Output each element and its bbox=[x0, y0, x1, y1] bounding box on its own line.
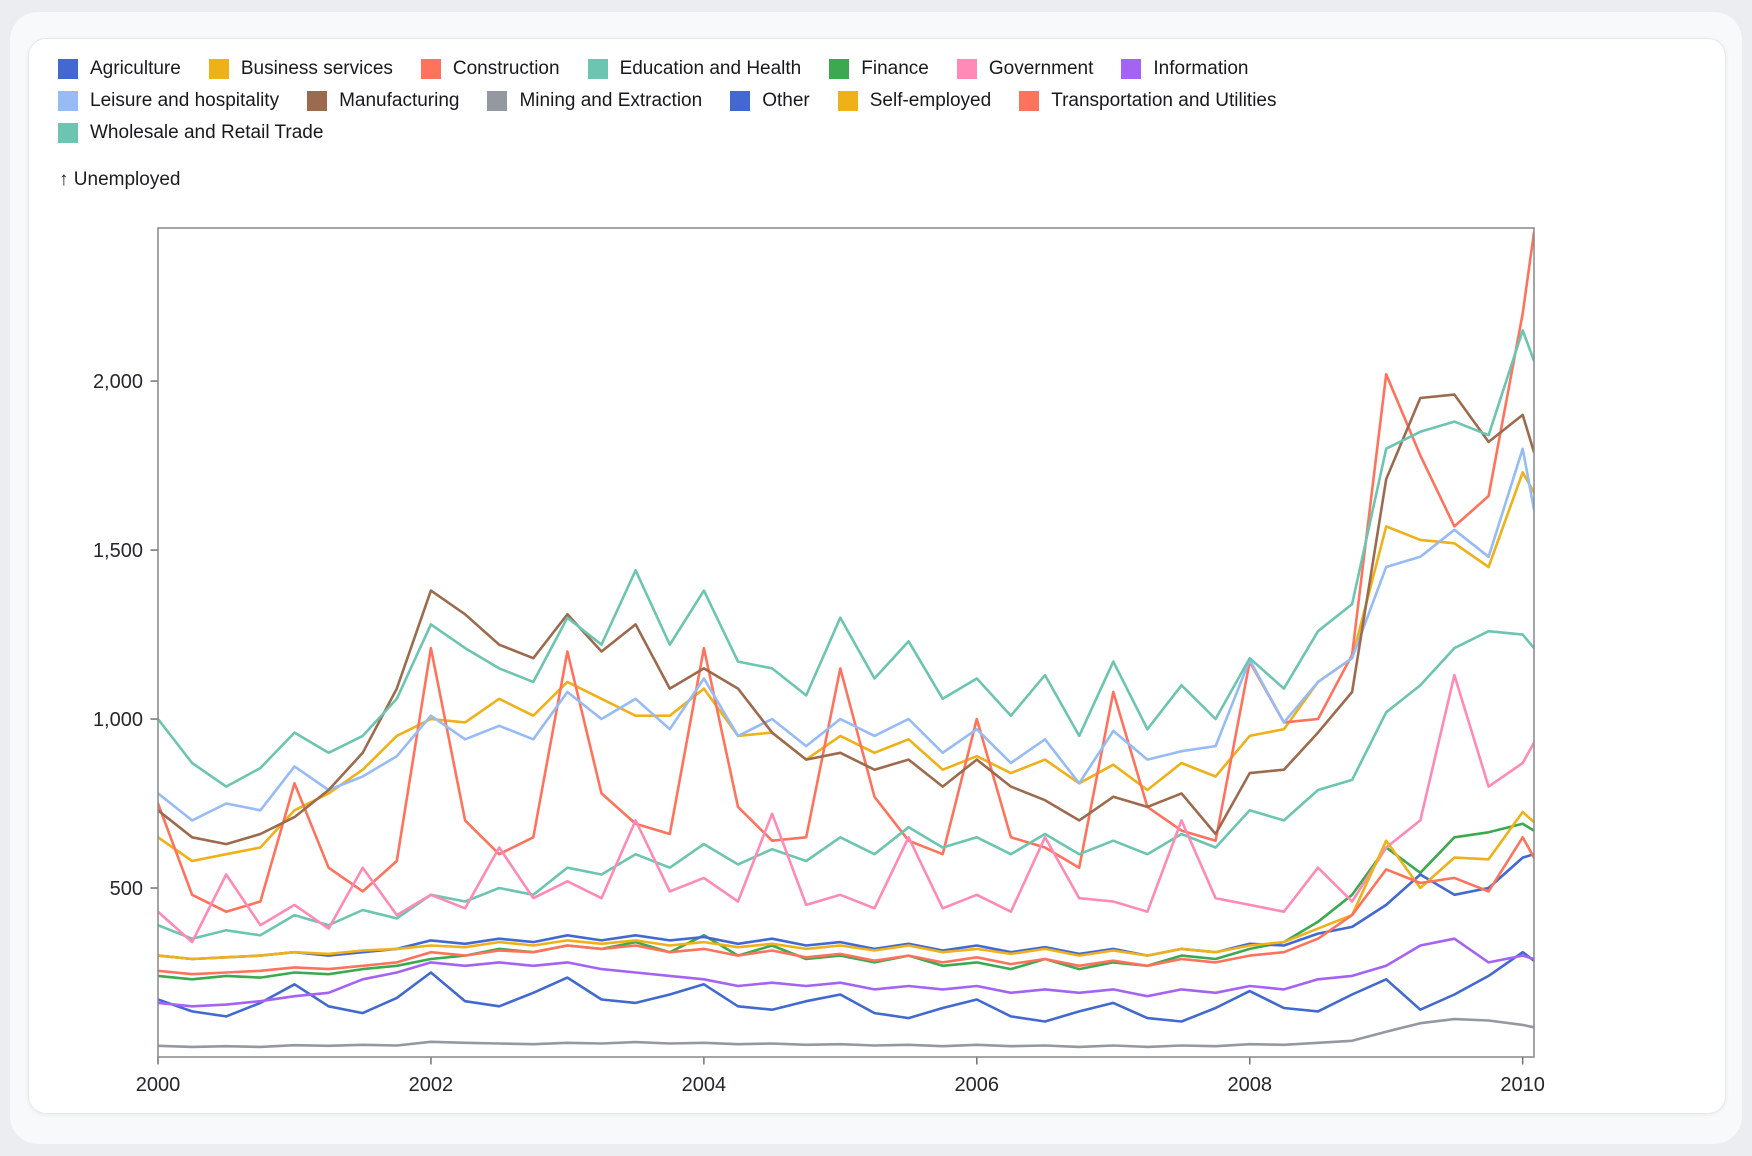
y-axis-title: ↑ Unemployed bbox=[59, 169, 181, 190]
legend-item-transportation-and-utilities: Transportation and Utilities bbox=[1019, 91, 1276, 111]
legend-swatch-icon bbox=[829, 59, 850, 79]
plot-frame bbox=[157, 227, 1535, 1058]
legend-item-information: Information bbox=[1121, 59, 1248, 79]
legend-item-label: Mining and Extraction bbox=[519, 90, 703, 111]
x-axis-tick-label: 2004 bbox=[682, 1074, 727, 1096]
legend-item-label: Leisure and hospitality bbox=[90, 90, 280, 111]
x-axis-tick-label: 2000 bbox=[136, 1074, 181, 1096]
legend-item-label: Construction bbox=[452, 58, 560, 79]
legend-item-finance: Finance bbox=[829, 59, 929, 79]
y-axis-tick-label: 1,500 bbox=[93, 540, 143, 562]
legend-swatch-icon bbox=[587, 59, 608, 79]
legend-item-label: Other bbox=[762, 90, 810, 111]
line-agriculture bbox=[158, 950, 1534, 1023]
legend-item-wholesale-and-retail-trade: Wholesale and Retail Trade bbox=[58, 123, 323, 143]
x-axis-tick-label: 2008 bbox=[1227, 1074, 1272, 1096]
legend-swatch-icon bbox=[487, 91, 508, 111]
legend-item-manufacturing: Manufacturing bbox=[307, 91, 459, 111]
legend-swatch-icon bbox=[208, 59, 229, 79]
legend-item-education-and-health: Education and Health bbox=[587, 58, 802, 79]
legend-item-leisure-and-hospitality: Leisure and hospitality bbox=[58, 91, 279, 111]
chart-legend: Agriculture Business services Construction… bbox=[58, 59, 1696, 143]
legend-item-other: Other bbox=[730, 91, 810, 111]
y-axis-tick-label: 500 bbox=[110, 878, 143, 900]
line-education-and-health bbox=[158, 629, 1534, 941]
line-finance bbox=[158, 822, 1534, 981]
legend-row: Agriculture Business services Construction… bbox=[58, 59, 1696, 79]
line-manufacturing bbox=[158, 393, 1534, 846]
line-government bbox=[158, 673, 1534, 944]
line-mining-and-extraction bbox=[158, 1017, 1534, 1049]
legend-item-construction: Construction bbox=[420, 58, 560, 79]
line-self-employed bbox=[158, 810, 1534, 961]
legend-item-label: Transportation and Utilities bbox=[1051, 90, 1277, 111]
legend-item-label: Government bbox=[988, 58, 1094, 79]
legend-item-label: Business services bbox=[240, 58, 393, 79]
legend-item-label: Information bbox=[1153, 58, 1249, 79]
legend-item-mining-and-extraction: Mining and Extraction bbox=[487, 91, 702, 111]
line-construction bbox=[158, 231, 1534, 914]
legend-item-self-employed: Self-employed bbox=[837, 90, 992, 111]
legend-swatch-icon bbox=[1121, 59, 1142, 79]
x-axis-tick-label: 2010 bbox=[1500, 1074, 1545, 1096]
y-axis-tick-label: 2,000 bbox=[93, 371, 143, 393]
y-axis-tick-label: 1,000 bbox=[93, 709, 143, 731]
line-information bbox=[158, 937, 1534, 1008]
legend-item-label: Finance bbox=[861, 58, 929, 79]
legend-item-government: Government bbox=[956, 58, 1094, 79]
legend-item-label: Education and Health bbox=[619, 58, 802, 79]
legend-row: Leisure and hospitality Manufacturing Mini… bbox=[58, 91, 1696, 111]
legend-item-label: Wholesale and Retail Trade bbox=[90, 122, 324, 143]
line-transportation-and-utilities bbox=[158, 835, 1534, 976]
legend-swatch-icon bbox=[730, 91, 751, 111]
line-wholesale-and-retail-trade bbox=[158, 329, 1534, 788]
legend-item-label: Agriculture bbox=[90, 58, 181, 79]
legend-item-label: Self-employed bbox=[869, 90, 992, 111]
legend-item-business-services: Business services bbox=[208, 58, 393, 79]
legend-swatch-icon bbox=[58, 91, 78, 111]
legend-swatch-icon bbox=[58, 123, 78, 143]
legend-swatch-icon bbox=[956, 59, 977, 79]
x-axis-tick-label: 2006 bbox=[955, 1074, 1000, 1096]
legend-swatch-icon bbox=[58, 59, 78, 79]
plot-canvas: 500 1,000 1,500 2,000 2000 2002 2004 2006 2008 20… bbox=[93, 227, 1545, 1096]
line-business-services bbox=[158, 470, 1534, 863]
legend-item-label: Manufacturing bbox=[339, 90, 460, 111]
legend-swatch-icon bbox=[1019, 91, 1040, 111]
legend-swatch-icon bbox=[837, 91, 858, 111]
series-lines bbox=[158, 231, 1534, 1049]
legend-swatch-icon bbox=[420, 59, 441, 79]
chart-card: Agriculture Business services Construction… bbox=[28, 38, 1726, 1114]
window: Agriculture Business services Construction… bbox=[10, 12, 1742, 1144]
line-leisure-and-hospitality bbox=[158, 447, 1534, 822]
legend-row: Wholesale and Retail Trade bbox=[58, 123, 1696, 143]
x-axis-tick-label: 2002 bbox=[409, 1074, 454, 1096]
legend-swatch-icon bbox=[307, 91, 328, 111]
legend-item-agriculture: Agriculture bbox=[58, 59, 181, 79]
